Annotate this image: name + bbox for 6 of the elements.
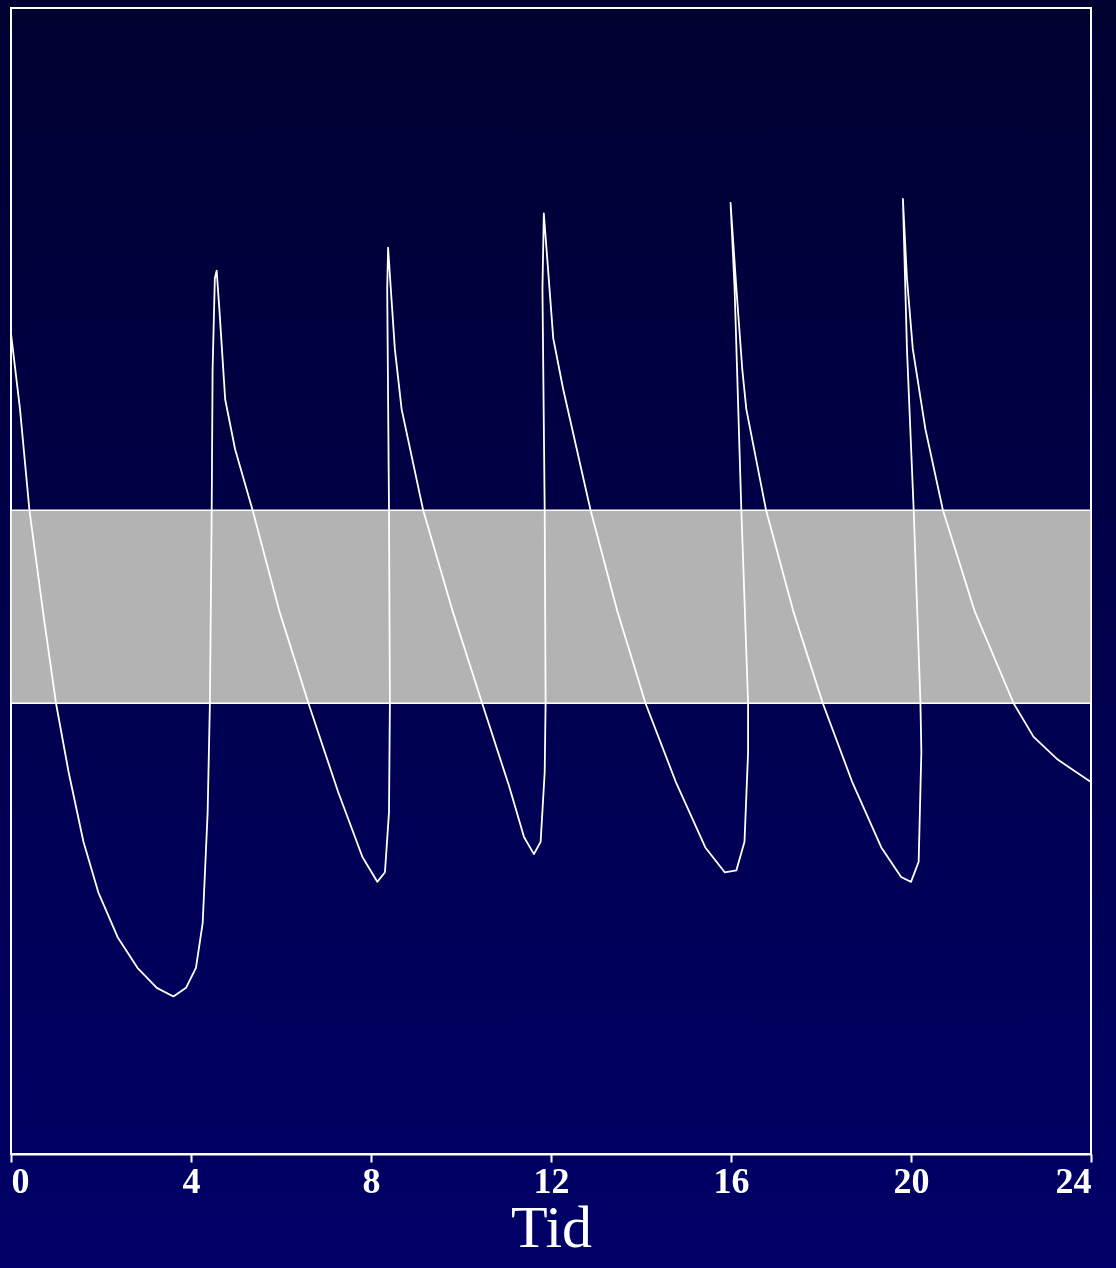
x-tick-label: 4 [182,1160,201,1201]
x-tick-label: 8 [362,1160,381,1201]
x-tick-label: 20 [893,1160,930,1201]
x-tick-label: 0 [11,1160,30,1201]
x-tick-label: 16 [713,1160,750,1201]
x-tick-label: 24 [1055,1160,1092,1201]
